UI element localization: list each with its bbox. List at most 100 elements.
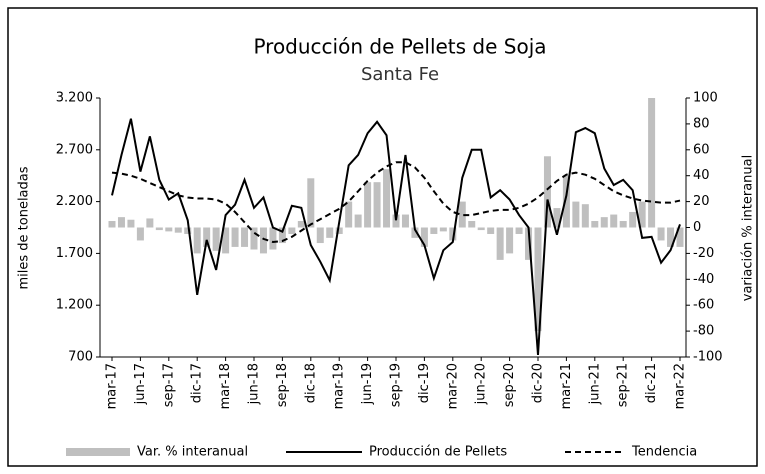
bar [638, 201, 646, 228]
y2-axis-label: variación % interanual [741, 155, 756, 301]
bar [420, 227, 428, 247]
x-tick-label: sep-21 [616, 363, 631, 407]
bar [345, 201, 353, 228]
bar [525, 227, 533, 260]
bar [392, 214, 400, 228]
bar [117, 217, 125, 228]
y2-tick-label: -40 [693, 272, 714, 287]
bar [629, 211, 637, 228]
bar [468, 221, 476, 228]
bar [383, 169, 391, 228]
y-tick-label: 1.200 [56, 298, 93, 313]
x-tick-label: sep-17 [161, 363, 176, 407]
bar [307, 178, 315, 228]
x-tick-label: dic-17 [190, 363, 205, 403]
bar [610, 214, 618, 228]
y2-tick-label: 20 [693, 194, 710, 209]
bar [667, 227, 675, 247]
bar [326, 227, 334, 238]
x-tick-label: mar-17 [105, 363, 120, 409]
bar [250, 227, 258, 250]
y-tick-label: 1.700 [56, 246, 93, 261]
x-tick-label: dic-18 [303, 363, 318, 403]
x-tick-label: mar-21 [559, 363, 574, 409]
x-tick-label: jun-19 [360, 363, 375, 405]
x-tick-label: jun-18 [247, 363, 262, 405]
x-tick-label: sep-20 [502, 363, 517, 407]
bar [364, 182, 372, 228]
x-tick-label: jun-17 [133, 363, 148, 405]
bar [155, 227, 163, 231]
x-tick-label: dic-20 [531, 363, 546, 403]
bar [600, 217, 608, 228]
bar [288, 227, 296, 234]
bar [534, 227, 542, 332]
bar [430, 227, 438, 234]
bar [676, 227, 684, 247]
y2-tick-label: -60 [693, 298, 714, 313]
bar [553, 208, 561, 228]
bar [515, 227, 523, 234]
bar [373, 182, 381, 228]
x-tick-label: mar-19 [332, 363, 347, 409]
bar [401, 214, 409, 228]
bar [543, 156, 551, 228]
bar [648, 98, 656, 228]
x-tick-label: mar-20 [445, 363, 460, 409]
y2-tick-label: -20 [693, 246, 714, 261]
bar [335, 227, 343, 234]
bar [241, 227, 249, 247]
bar [259, 227, 267, 254]
bar [477, 227, 485, 231]
bar [439, 227, 447, 232]
bar [222, 227, 230, 254]
bar [184, 227, 192, 234]
legend-swatch [66, 448, 130, 456]
x-tick-label: jun-20 [474, 363, 489, 405]
y2-tick-label: 80 [693, 116, 710, 131]
y-tick-label: 2.700 [56, 142, 93, 157]
bar [506, 227, 514, 254]
bar [572, 201, 580, 228]
bar [165, 227, 173, 232]
bar [278, 227, 286, 244]
bar [193, 227, 201, 254]
chart-title: Producción de Pellets de Soja [253, 35, 546, 59]
bar [108, 221, 116, 228]
x-tick-label: jun-21 [587, 363, 602, 405]
bar [316, 227, 324, 244]
bar [212, 227, 220, 251]
y2-tick-label: 100 [693, 91, 718, 106]
legend-label: Tendencia [631, 445, 697, 460]
bar [231, 227, 239, 247]
bar [619, 221, 627, 228]
x-tick-label: sep-18 [275, 363, 290, 407]
bar [562, 175, 570, 228]
line [111, 118, 681, 356]
bar [146, 218, 154, 228]
x-tick-label: dic-19 [417, 363, 432, 403]
x-tick-label: sep-19 [389, 363, 404, 407]
y2-tick-label: 40 [693, 168, 710, 183]
legend-label: Var. % interanual [137, 445, 248, 460]
y-axis-label: miles de toneladas [17, 166, 32, 289]
bar [487, 227, 495, 234]
line [111, 161, 681, 244]
bar [297, 221, 305, 228]
bar [411, 227, 419, 238]
x-tick-label: mar-22 [673, 363, 688, 409]
bar [449, 227, 457, 241]
bar [354, 214, 362, 228]
bar [174, 227, 182, 233]
x-tick-label: dic-21 [644, 363, 659, 403]
y2-tick-label: 60 [693, 142, 710, 157]
bar [458, 201, 466, 228]
bar [496, 227, 504, 260]
bar [136, 227, 144, 241]
y-tick-label: 3.200 [56, 91, 93, 106]
chart-frame [7, 7, 758, 467]
legend-label: Producción de Pellets [369, 445, 507, 460]
bar [127, 219, 135, 228]
x-tick-label: mar-18 [218, 363, 233, 409]
